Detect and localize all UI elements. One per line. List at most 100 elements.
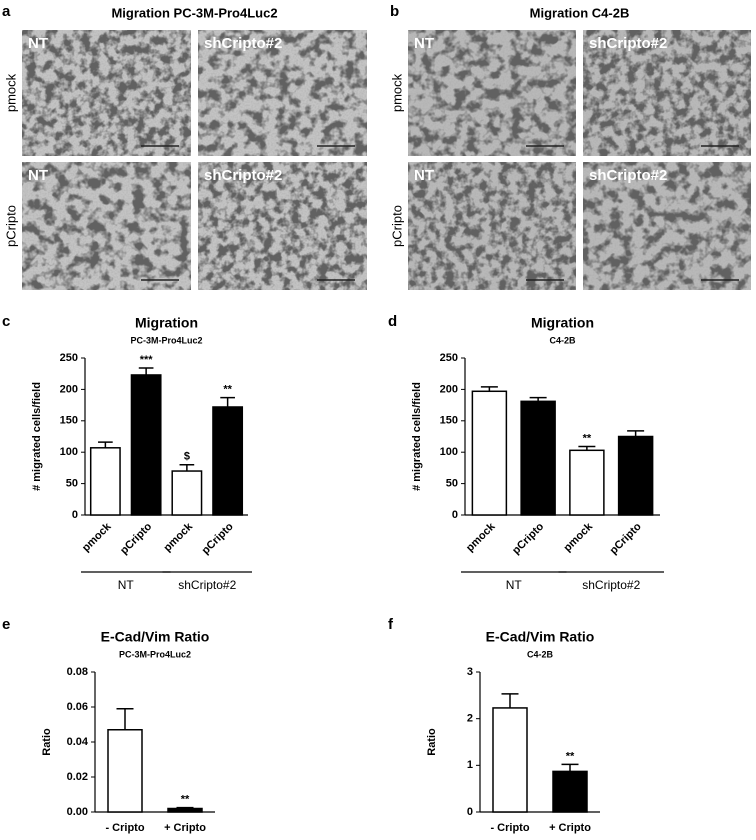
chart-title: E-Cad/Vim Ratio (486, 629, 595, 645)
y-tick-label: 0.04 (67, 736, 89, 748)
y-tick-label: 0.02 (67, 771, 88, 783)
y-tick-label: 2 (467, 713, 473, 725)
bar (471, 390, 508, 516)
y-tick-label: 0 (452, 509, 458, 521)
error-bar (179, 464, 195, 472)
panel-letter: c (2, 313, 10, 330)
y-tick-label: 0.08 (67, 666, 88, 678)
chart-subtitle: PC-3M-Pro4Luc2 (130, 335, 202, 345)
column-label: shCripto#2 (204, 35, 282, 52)
y-tick-label: 0.00 (67, 806, 88, 818)
micrograph-cells (408, 30, 576, 156)
x-tick-label: pmock (161, 520, 195, 554)
y-tick-label: 150 (60, 415, 78, 427)
column-label: NT (414, 167, 434, 184)
error-bar (529, 396, 547, 402)
y-tick-label: 0 (72, 509, 78, 521)
y-axis-label: # migrated cells/field (411, 382, 423, 491)
y-tick-label: 50 (446, 478, 458, 490)
significance-label: ** (583, 432, 592, 444)
chart-subtitle: C4-2B (549, 335, 576, 345)
error-bar (480, 386, 498, 392)
x-tick-label: - Cripto (490, 822, 529, 834)
bar (569, 449, 605, 516)
error-bar (138, 367, 154, 375)
panel-letter: f (388, 616, 394, 633)
bar (492, 707, 528, 813)
panel-title: Migration C4-2B (530, 5, 630, 20)
x-tick-label: + Cripto (164, 822, 206, 834)
error-bar (116, 708, 134, 730)
chart-subtitle: C4-2B (527, 649, 554, 659)
x-tick-label: - Cripto (105, 822, 144, 834)
group-label: NT (118, 578, 135, 592)
significance-label: ** (223, 383, 232, 395)
x-tick-label: pCripto (510, 520, 546, 556)
error-bar (98, 441, 113, 448)
row-label: pmock (389, 73, 404, 112)
y-tick-label: 150 (440, 415, 458, 427)
micrograph-cells (22, 30, 191, 156)
bar (89, 447, 121, 516)
y-tick-label: 200 (440, 383, 458, 395)
error-bar (627, 430, 645, 437)
column-label: shCripto#2 (589, 167, 667, 184)
y-axis-label: Ratio (426, 728, 438, 756)
x-tick-label: + Cripto (549, 822, 591, 834)
bar (212, 406, 244, 516)
bar (171, 470, 203, 516)
error-bar (578, 445, 596, 451)
column-label: shCripto#2 (589, 35, 667, 52)
column-label: NT (28, 167, 48, 184)
error-bar (561, 763, 579, 772)
y-tick-label: 200 (60, 383, 78, 395)
y-tick-label: 100 (440, 446, 458, 458)
row-label: pCripto (3, 205, 18, 247)
error-bar (220, 396, 235, 407)
row-label: pmock (3, 73, 18, 112)
group-label: NT (506, 578, 523, 592)
x-tick-label: pmock (464, 520, 498, 554)
x-tick-label: pmock (80, 520, 114, 554)
chart-title: Migration (135, 315, 198, 331)
chart-title: Migration (531, 315, 594, 331)
chart-subtitle: PC-3M-Pro4Luc2 (119, 649, 191, 659)
bar (107, 729, 143, 813)
micrograph-cells (198, 30, 367, 156)
micrograph-cells (198, 162, 367, 290)
panel-letter: b (390, 3, 399, 20)
column-label: NT (28, 35, 48, 52)
panel-letter: e (2, 616, 10, 633)
panel-title: Migration PC-3M-Pro4Luc2 (111, 5, 277, 20)
y-tick-label: 1 (467, 759, 473, 771)
column-label: shCripto#2 (204, 167, 282, 184)
micrograph-cells (583, 162, 751, 290)
bar (617, 435, 654, 516)
significance-label: $ (184, 451, 190, 463)
y-axis-label: # migrated cells/field (31, 382, 43, 491)
significance-label: *** (140, 354, 154, 366)
y-tick-label: 50 (66, 478, 78, 490)
significance-label: ** (181, 794, 190, 806)
x-tick-label: pCripto (608, 520, 644, 556)
x-tick-label: pCripto (118, 520, 154, 556)
bar (552, 770, 588, 813)
panel-letter: d (388, 313, 397, 330)
chart-title: E-Cad/Vim Ratio (101, 629, 210, 645)
error-bar (501, 693, 519, 708)
y-tick-label: 250 (60, 352, 78, 364)
y-tick-label: 0 (467, 806, 473, 818)
micrograph-cells (408, 162, 576, 290)
panel-letter: a (2, 3, 11, 20)
y-tick-label: 0.06 (67, 701, 88, 713)
micrograph-cells (22, 162, 191, 290)
micrograph-cells (583, 30, 751, 156)
y-tick-label: 3 (467, 666, 473, 678)
x-tick-label: pmock (561, 520, 595, 554)
significance-label: ** (566, 750, 575, 762)
x-tick-label: pCripto (200, 520, 236, 556)
row-label: pCripto (389, 205, 404, 247)
group-label: shCripto#2 (582, 578, 640, 592)
error-bar (176, 806, 194, 809)
